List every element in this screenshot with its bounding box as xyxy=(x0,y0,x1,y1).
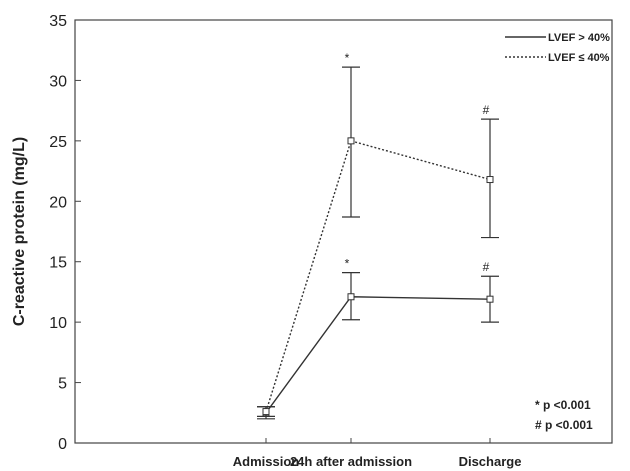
plot-frame xyxy=(74,19,613,444)
significance-marker: # xyxy=(483,103,490,117)
y-tick-label: 0 xyxy=(58,436,67,453)
series-line xyxy=(265,296,491,414)
y-tick-label: 20 xyxy=(49,194,67,211)
y-tick-label: 25 xyxy=(49,134,67,151)
series-layer: * #*# xyxy=(257,51,499,420)
series-line xyxy=(265,140,491,412)
data-point xyxy=(486,176,494,184)
series-1: * # xyxy=(257,257,499,420)
y-tick-label: 15 xyxy=(49,255,67,272)
y-tick-label: 30 xyxy=(49,73,67,90)
y-axis-title: C-reactive protein (mg/L) xyxy=(11,137,28,326)
data-point xyxy=(347,137,355,145)
y-ticks: 0 5 10 15 20 25 30 35 xyxy=(49,13,81,453)
series-2: *# xyxy=(257,51,499,418)
legend-label: LVEF ≤ 40% xyxy=(548,52,610,64)
data-point xyxy=(262,408,270,416)
data-point xyxy=(486,295,494,303)
legend: LVEF > 40% LVEF ≤ 40% xyxy=(505,32,610,64)
data-point xyxy=(347,293,355,301)
note-line: # p <0.001 xyxy=(535,418,593,432)
note-line: * p <0.001 xyxy=(535,398,591,412)
x-tick-label: 24h after admission xyxy=(290,454,412,469)
significance-notes: * p <0.001 # p <0.001 xyxy=(535,398,593,432)
significance-marker: # xyxy=(483,260,490,274)
x-tick-label: Discharge xyxy=(459,454,522,469)
legend-label: LVEF > 40% xyxy=(548,32,610,44)
significance-marker: * xyxy=(345,257,350,271)
y-tick-label: 5 xyxy=(58,376,67,393)
axes xyxy=(74,19,613,444)
significance-marker: * xyxy=(345,51,350,65)
y-tick-label: 10 xyxy=(49,315,67,332)
y-tick-label: 35 xyxy=(49,13,67,30)
x-tick-label: Admission xyxy=(233,454,300,469)
